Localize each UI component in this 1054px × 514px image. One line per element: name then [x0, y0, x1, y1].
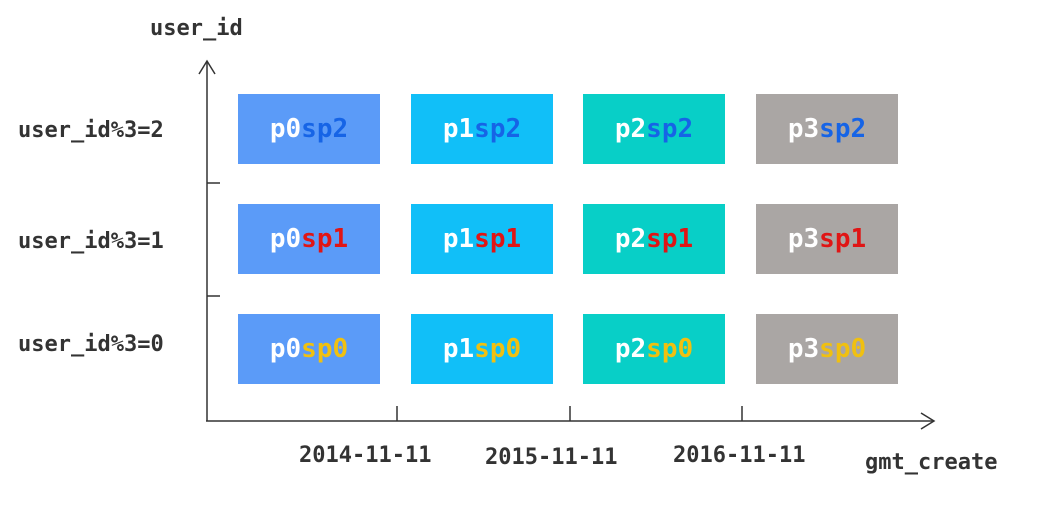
- subpartition-label: sp0: [819, 334, 867, 364]
- subpartition-label: sp2: [474, 114, 522, 144]
- x-label-2: 2016-11-11: [673, 443, 806, 468]
- partition-cell: p3 sp2: [756, 94, 898, 164]
- partition-cell: p3 sp0: [756, 314, 898, 384]
- y-label-row-2: user_id%3=0: [18, 332, 164, 357]
- subpartition-label: sp1: [646, 224, 694, 254]
- partition-label: p2: [614, 114, 647, 144]
- partition-label: p0: [269, 334, 302, 364]
- y-axis-title: user_id: [150, 16, 243, 41]
- partition-cell: p2 sp2: [583, 94, 725, 164]
- subpartition-label: sp2: [819, 114, 867, 144]
- x-axis-title: gmt_create: [865, 450, 998, 475]
- y-label-row-0: user_id%3=2: [18, 118, 164, 143]
- partition-label: p1: [442, 224, 475, 254]
- partition-cell: p1 sp1: [411, 204, 553, 274]
- partition-label: p3: [787, 334, 820, 364]
- subpartition-label: sp1: [474, 224, 522, 254]
- partition-cell: p0 sp1: [238, 204, 380, 274]
- subpartition-label: sp2: [301, 114, 349, 144]
- partition-cell: p1 sp2: [411, 94, 553, 164]
- subpartition-label: sp0: [301, 334, 349, 364]
- partition-cell: p2 sp0: [583, 314, 725, 384]
- partition-label: p1: [442, 334, 475, 364]
- x-label-0: 2014-11-11: [299, 443, 432, 468]
- partition-label: p2: [614, 224, 647, 254]
- partition-cell: p1 sp0: [411, 314, 553, 384]
- partition-label: p0: [269, 114, 302, 144]
- partition-cell: p3 sp1: [756, 204, 898, 274]
- partition-label: p2: [614, 334, 647, 364]
- subpartition-label: sp1: [819, 224, 867, 254]
- partition-cell: p0 sp2: [238, 94, 380, 164]
- partition-label: p3: [787, 114, 820, 144]
- subpartition-label: sp2: [646, 114, 694, 144]
- partition-cell: p0 sp0: [238, 314, 380, 384]
- y-axis-arrowhead: [198, 59, 216, 75]
- x-label-1: 2015-11-11: [485, 445, 618, 470]
- subpartition-label: sp1: [301, 224, 349, 254]
- y-label-row-1: user_id%3=1: [18, 229, 164, 254]
- partition-cell: p2 sp1: [583, 204, 725, 274]
- subpartition-label: sp0: [474, 334, 522, 364]
- partition-label: p3: [787, 224, 820, 254]
- partition-label: p1: [442, 114, 475, 144]
- partition-label: p0: [269, 224, 302, 254]
- x-axis-arrowhead: [920, 412, 936, 430]
- subpartition-label: sp0: [646, 334, 694, 364]
